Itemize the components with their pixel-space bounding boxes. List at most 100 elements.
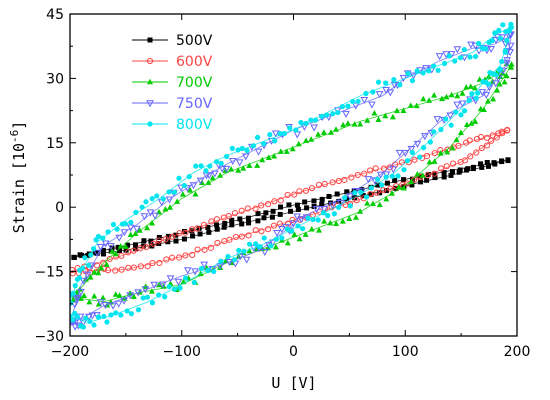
legend-marker-800v (147, 121, 153, 127)
series-600v-point (137, 245, 144, 252)
series-500v-point (478, 161, 484, 167)
series-700v-point (117, 243, 124, 249)
series-800v-point (246, 241, 253, 247)
series-700v-point (477, 105, 484, 112)
series-600v-point (258, 202, 265, 209)
series-800v-point (122, 221, 128, 227)
series-800v-point (461, 108, 468, 114)
series-700v-point (375, 116, 382, 123)
series-700v-point (148, 288, 155, 294)
series-700v-point (443, 93, 450, 100)
series-600v-point (495, 130, 502, 137)
series-500v-point (449, 169, 455, 175)
series-600v-point (214, 239, 221, 247)
series-750v-point (364, 176, 373, 184)
series-750v-point (236, 253, 244, 261)
series-700v-point (112, 291, 119, 297)
series-700v-point (484, 98, 491, 104)
legend-marker-750v (146, 100, 154, 108)
series-700v-point (459, 90, 466, 96)
series-800v-point (288, 228, 295, 234)
series-group (70, 21, 515, 331)
y-axis-title-close: ] (10, 121, 28, 130)
legend-item-800v: 800V (132, 117, 213, 133)
series-800v-point (446, 53, 452, 59)
series-600v-point (367, 191, 374, 198)
series-750v-point (446, 112, 455, 120)
series-800v-point (355, 98, 361, 104)
series-500v-point (148, 238, 154, 244)
series-700v-point (132, 230, 139, 237)
series-700v-point (383, 195, 390, 202)
series-800v-point (452, 58, 458, 64)
series-750v-point (478, 89, 487, 97)
series-800v-point (70, 317, 76, 323)
series-700v-point (419, 172, 426, 178)
series-500v-point (77, 252, 83, 258)
series-500v-point (485, 163, 491, 169)
series-600v-point (144, 263, 151, 270)
series-600v-point (265, 201, 272, 208)
x-axis-title: U [V] (271, 374, 316, 392)
series-800v-point (95, 314, 102, 320)
series-700v-point (364, 117, 371, 123)
series-800v-point (231, 257, 237, 263)
series-800v-point (409, 78, 416, 84)
series-800v-point (235, 147, 241, 153)
series-600v-point (258, 228, 265, 235)
series-600v-point (302, 187, 310, 194)
legend-marker-500v (147, 37, 153, 43)
series-700v-point (228, 165, 235, 172)
series-800v-point (100, 235, 106, 241)
series-750v-point (453, 46, 462, 54)
series-800v-point (352, 190, 358, 196)
series-800v-point (431, 63, 437, 69)
series-700v-point (308, 226, 315, 232)
series-800v-point (86, 262, 92, 268)
series-750v-point (74, 294, 82, 302)
series-800v-point (104, 319, 110, 325)
series-750v-point (222, 165, 231, 173)
legend-marker-700v (147, 78, 153, 85)
series-800v-point (213, 159, 220, 165)
series-750v-point (471, 42, 480, 50)
series-800v-point (466, 97, 472, 104)
series-800v-point (261, 235, 267, 241)
series-600v-point (125, 249, 132, 256)
series-500v-point (124, 242, 130, 248)
series-600v-point (200, 221, 207, 228)
series-500v-point (94, 250, 100, 256)
series-600v-point (473, 149, 480, 156)
series-800v-point (499, 58, 505, 65)
series-500v-point (269, 214, 275, 220)
series-600v-point (232, 233, 240, 241)
series-600v-point (221, 238, 228, 245)
series-800v-point (225, 253, 231, 260)
series-800v-point (305, 215, 311, 221)
legend-item-750v: 750V (132, 96, 213, 112)
series-750v-point (375, 91, 384, 99)
series-700v-point (302, 231, 309, 237)
series-800v-point (124, 308, 130, 314)
y-axis-title: Strain [10-6] (8, 121, 28, 234)
legend-label-500v: 500V (176, 33, 213, 49)
series-700v-point (388, 190, 395, 196)
series-700v (70, 60, 515, 308)
series-800v-point (504, 38, 510, 44)
series-600v-point (503, 127, 511, 134)
series-800v-point (489, 38, 495, 44)
series-800v-point (319, 113, 325, 119)
series-800v-point (229, 145, 235, 151)
series-600v-point (431, 170, 438, 177)
series-750v-point (109, 302, 117, 310)
series-600v-point (291, 191, 298, 198)
series-750v-point (293, 213, 302, 221)
series-600v-point (112, 267, 119, 274)
series-600v-point (104, 267, 112, 274)
series-750v-point (211, 170, 219, 178)
series-800v-point (267, 132, 273, 138)
series-600v-point (455, 142, 462, 149)
series-600v (70, 126, 511, 277)
series-750v-point (205, 172, 214, 180)
x-tick-label: −200 (51, 344, 89, 360)
